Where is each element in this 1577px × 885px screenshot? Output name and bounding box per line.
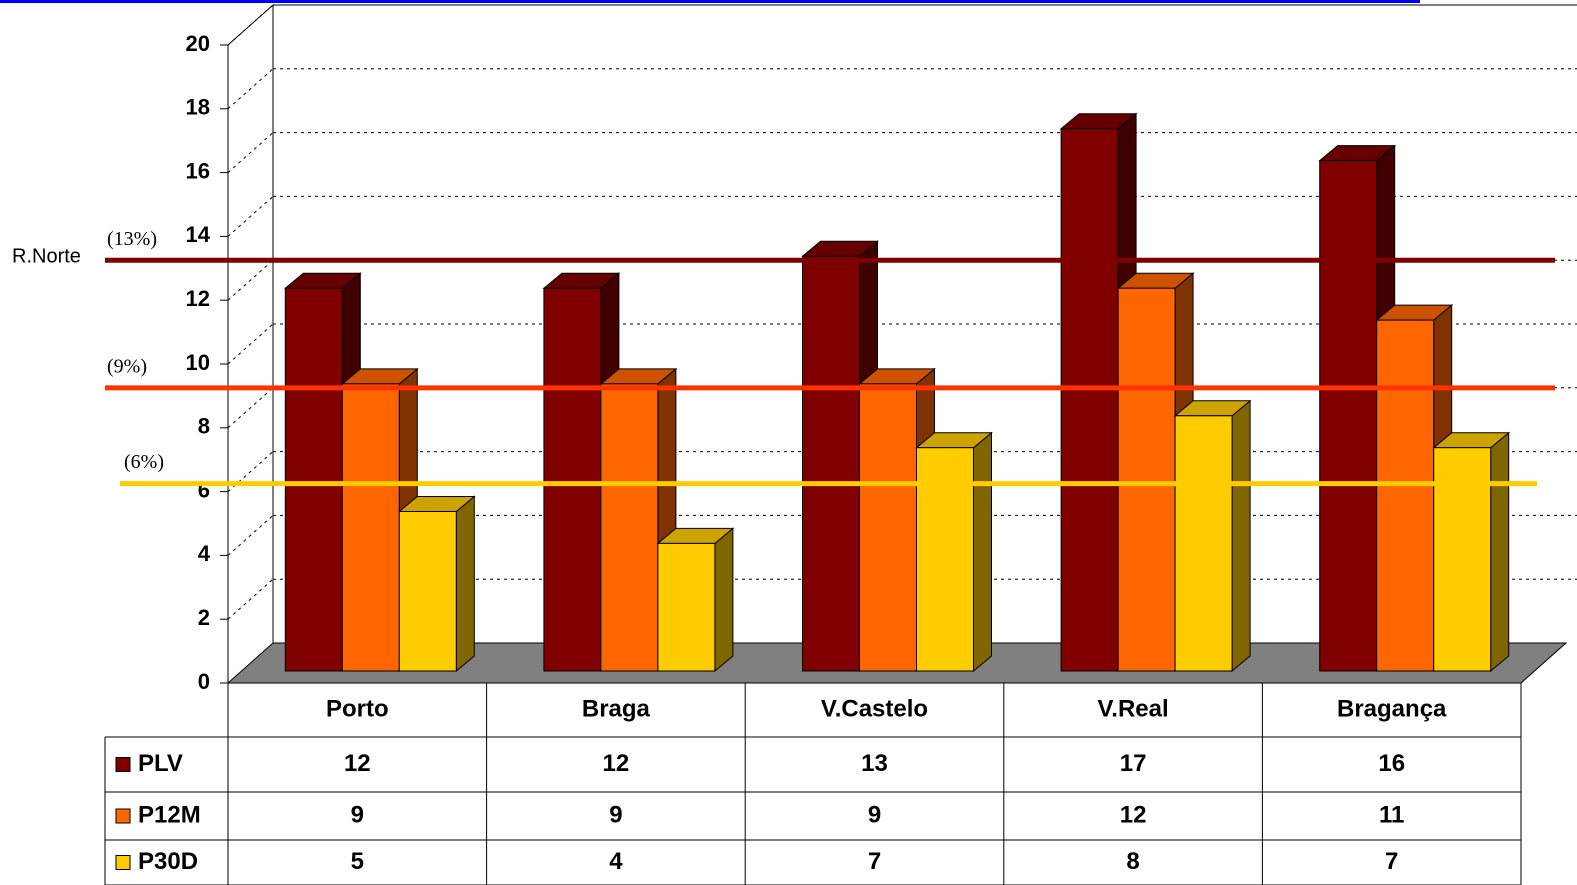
reference-label: (6%) bbox=[124, 451, 164, 473]
reference-label: (9%) bbox=[107, 355, 147, 377]
bar bbox=[543, 287, 602, 672]
table-cell: 7 bbox=[868, 848, 881, 875]
table-cell: 11 bbox=[1379, 801, 1404, 828]
bar bbox=[284, 287, 343, 672]
table-cell: 9 bbox=[868, 801, 881, 828]
y-tick-label: 0 bbox=[198, 669, 210, 694]
legend-label: P12M bbox=[138, 801, 201, 828]
table-cell: 17 bbox=[1120, 750, 1147, 777]
table-cell: 12 bbox=[344, 750, 371, 777]
grid-line-diag bbox=[227, 259, 274, 301]
legend-label: P30D bbox=[138, 848, 198, 875]
bar bbox=[341, 383, 400, 672]
bar bbox=[600, 383, 659, 672]
reference-annotation: R.Norte bbox=[12, 245, 81, 267]
x-tick-label: V.Real bbox=[1098, 695, 1169, 722]
y-tick-label: 4 bbox=[198, 541, 211, 566]
y-tick-label: 14 bbox=[186, 222, 211, 247]
grid-line-diag bbox=[227, 132, 274, 173]
bar bbox=[1376, 319, 1435, 672]
grid-line-diag bbox=[227, 387, 274, 429]
grid-line-diag bbox=[227, 68, 274, 110]
bar-side bbox=[973, 431, 992, 673]
bar bbox=[1319, 160, 1378, 672]
table-cell: 9 bbox=[351, 801, 364, 828]
y-tick-label: 16 bbox=[186, 158, 210, 183]
table-cell: 7 bbox=[1385, 848, 1398, 875]
grid-line-diag bbox=[227, 515, 274, 556]
table-cell: 13 bbox=[861, 750, 888, 777]
table-cell: 12 bbox=[603, 750, 630, 777]
grid-line-diag bbox=[227, 323, 274, 365]
legend-swatch bbox=[115, 808, 131, 824]
reference-label: (13%) bbox=[107, 228, 157, 250]
legend-label: PLV bbox=[138, 750, 183, 777]
table-cell: 4 bbox=[609, 848, 623, 875]
x-tick-label: Braga bbox=[582, 695, 651, 722]
y-tick-label: 8 bbox=[198, 414, 210, 439]
legend-swatch bbox=[115, 855, 131, 870]
bar bbox=[657, 542, 716, 672]
grid-line-diag bbox=[227, 578, 274, 620]
bar-side bbox=[714, 527, 734, 673]
grid-line-diag bbox=[227, 451, 274, 492]
y-tick-label: 10 bbox=[186, 350, 210, 375]
y-tick-label: 20 bbox=[186, 31, 210, 56]
legend-swatch bbox=[115, 757, 131, 772]
table-cell: 12 bbox=[1120, 801, 1147, 828]
x-tick-label: Porto bbox=[326, 695, 389, 722]
bar bbox=[1117, 287, 1176, 672]
grid-line-diag bbox=[227, 196, 274, 237]
x-tick-label: V.Castelo bbox=[821, 695, 928, 722]
bar-side bbox=[1231, 399, 1251, 673]
bar bbox=[1174, 415, 1233, 672]
table-cell: 5 bbox=[351, 848, 364, 875]
y-tick-label: 2 bbox=[198, 605, 210, 630]
bar bbox=[802, 255, 860, 672]
y-tick-label: 18 bbox=[186, 95, 210, 120]
grid-line-diag bbox=[227, 4, 274, 46]
table-cell: 16 bbox=[1378, 750, 1405, 777]
table-cell: 9 bbox=[609, 801, 622, 828]
bar bbox=[398, 511, 457, 672]
bar-side bbox=[1490, 431, 1510, 673]
y-tick-label: 12 bbox=[186, 286, 210, 311]
bar bbox=[1060, 128, 1119, 672]
bar bbox=[859, 383, 917, 672]
x-tick-label: Bragança bbox=[1337, 695, 1447, 722]
bar-side bbox=[455, 495, 475, 673]
table-cell: 8 bbox=[1126, 848, 1139, 875]
